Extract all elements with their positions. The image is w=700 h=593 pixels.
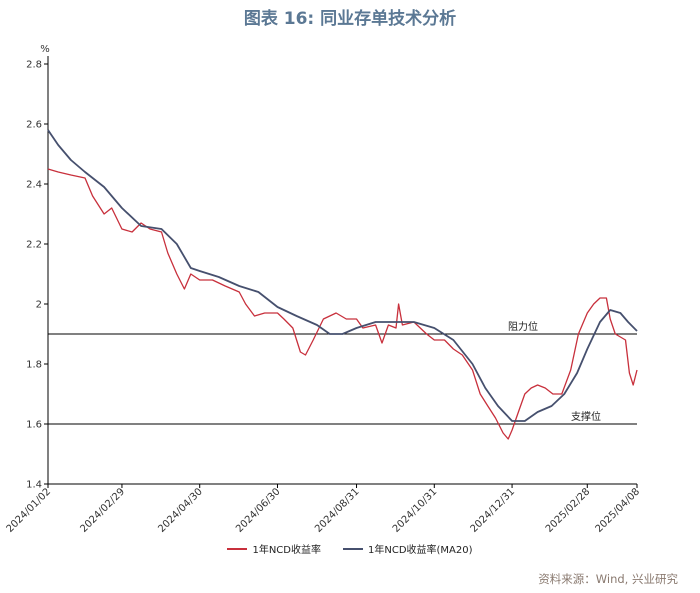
y-tick-label: 1.8	[26, 360, 42, 371]
x-tick-label: 2024/06/30	[234, 486, 283, 535]
x-tick-label: 2024/02/29	[79, 486, 128, 535]
y-tick-label: 1.4	[26, 480, 42, 491]
legend-swatch-ma20	[343, 547, 363, 550]
x-tick-label: 2025/04/08	[594, 486, 643, 535]
x-tick-label: 2024/04/30	[156, 486, 205, 535]
y-tick-label: 2	[36, 300, 42, 311]
x-tick-label: 2025/02/28	[544, 486, 593, 535]
y-tick-label: 2.4	[26, 180, 42, 191]
legend: 1年NCD收益率 1年NCD收益率(MA20)	[0, 541, 700, 556]
y-tick-label: 2.2	[26, 240, 42, 251]
y-tick-label: 2.6	[26, 120, 42, 131]
legend-item-ncd: 1年NCD收益率	[227, 541, 321, 556]
reference-line-label: 支撑位	[571, 410, 601, 423]
y-tick-label: 1.6	[26, 420, 42, 431]
source-note: 资料来源：Wind, 兴业研究	[538, 572, 678, 586]
legend-item-ma20: 1年NCD收益率(MA20)	[343, 541, 473, 556]
x-tick-label: 2024/01/02	[5, 486, 54, 535]
y-axis-label: %	[40, 44, 50, 55]
chart-title: 图表 16: 同业存单技术分析	[243, 9, 457, 29]
ncd-ma20-line	[47, 129, 638, 422]
reference-line-label: 阻力位	[508, 320, 538, 333]
legend-label-ma20: 1年NCD收益率(MA20)	[368, 545, 473, 556]
y-tick-label: 2.8	[26, 60, 42, 71]
x-tick-label: 2024/10/31	[391, 486, 440, 535]
x-tick-label: 2024/12/31	[469, 486, 518, 535]
legend-label-ncd: 1年NCD收益率	[252, 545, 321, 556]
legend-swatch-ncd	[227, 547, 248, 550]
ncd-yield-line	[47, 168, 638, 440]
x-tick-label: 2024/08/31	[313, 486, 362, 535]
